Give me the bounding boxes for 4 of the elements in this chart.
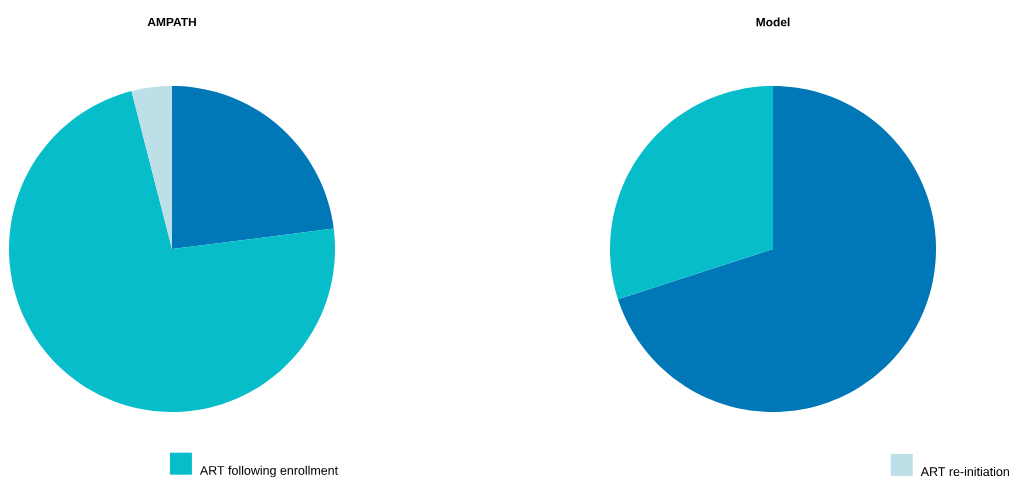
legend-label: ART re-initiation bbox=[920, 466, 1009, 477]
legend-label: ART following enrollment bbox=[199, 465, 338, 478]
chart-title: AMPATH bbox=[147, 17, 196, 27]
chart-title: Model bbox=[756, 17, 790, 27]
